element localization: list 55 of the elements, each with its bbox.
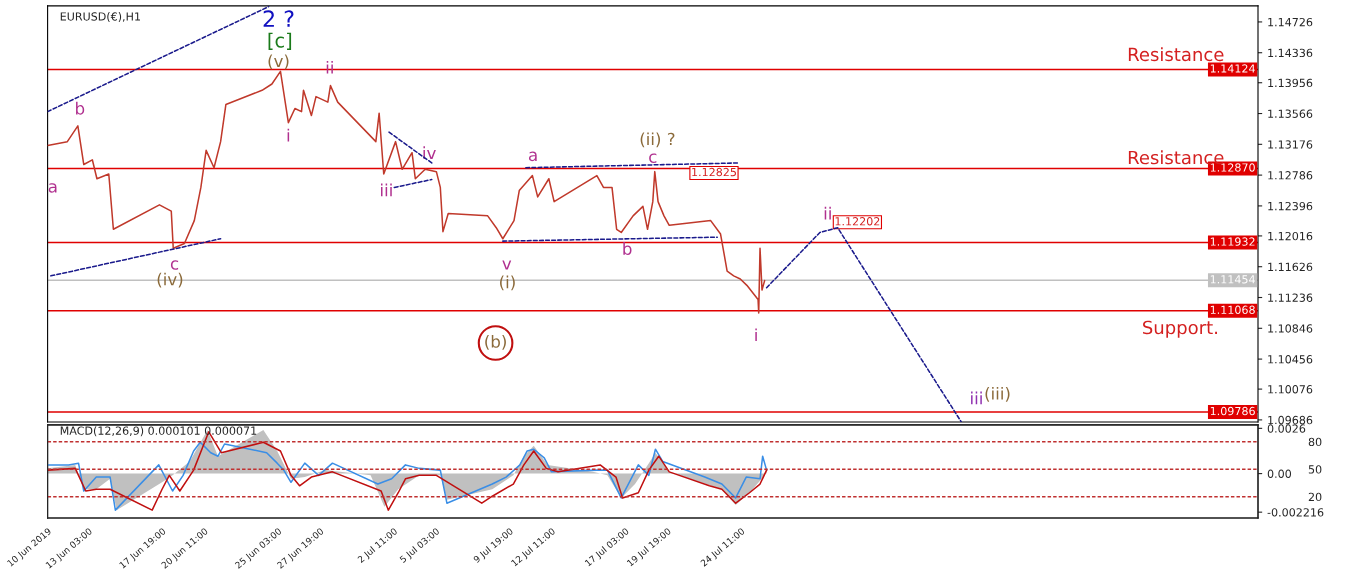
y-tick-label: 1.12786 (1268, 171, 1313, 180)
annotation: ii (824, 206, 831, 220)
annotation: a (528, 151, 537, 162)
annotation: i (287, 128, 290, 142)
ref-line-label: 1.11932 (1210, 237, 1255, 246)
text: EURUSD(€),H1 (60, 12, 140, 22)
annotation: v (502, 260, 512, 270)
y-tick-label: 1.09686 (1268, 415, 1313, 425)
ref-line-label: 1.09786 (1210, 406, 1255, 416)
y-tick-label: 1.11236 (1268, 293, 1313, 302)
ref-line-label: 1.11454 (1210, 275, 1255, 284)
annotation: (b) (485, 334, 506, 350)
annotation: 2 ? (263, 10, 294, 27)
annotation: Resistance (1128, 150, 1224, 165)
annotation: 1.12825 (692, 167, 736, 177)
chart-title: MACD(12,26,9) 0.000101 0.000071 (60, 426, 257, 437)
y-tick-label: 1.11626 (1268, 262, 1313, 272)
annotation: (ii) ? (640, 132, 675, 148)
y-tick-label: 1.10846 (1268, 324, 1313, 333)
annotation: iii (381, 183, 392, 197)
annotation: Resistance (1128, 47, 1224, 62)
annotation: (v) (268, 54, 289, 70)
annotation: c (649, 153, 657, 163)
annotation: b (623, 242, 632, 255)
y-tick-label: -0.002216 (1267, 508, 1324, 517)
y-tick-label: 1.10076 (1268, 385, 1313, 394)
annotation: (iii) (985, 386, 1010, 402)
ref-line-label: 1.11068 (1210, 305, 1255, 314)
annotation: [c] (268, 32, 292, 50)
annotation: Support. (1143, 320, 1217, 338)
annotation: (iv) (157, 272, 183, 288)
line-series (765, 226, 963, 422)
y-tick-label: 0.00 (1267, 469, 1292, 478)
y2-tick-label: 20 (1308, 492, 1322, 502)
y2-tick-label: 80 (1308, 437, 1322, 447)
y-tick-label: 1.12016 (1268, 231, 1313, 241)
y-tick-label: 1.10456 (1268, 355, 1313, 364)
y-tick-label: 0.0026 (1267, 424, 1306, 433)
annotation: (i) (500, 275, 515, 291)
annotation: 1.12202 (835, 217, 880, 226)
annotation: i (755, 328, 757, 342)
annotation: a (48, 183, 57, 193)
ref-line-label: 1.14124 (1210, 64, 1255, 73)
y-tick-label: 1.14726 (1268, 17, 1313, 27)
y-tick-label: 1.14336 (1268, 48, 1313, 58)
y-tick-label: 1.12396 (1268, 201, 1313, 211)
y-tick-label: 1.13956 (1268, 78, 1313, 88)
annotation: b (76, 101, 85, 115)
y2-tick-label: 50 (1308, 465, 1322, 474)
y-tick-label: 1.13176 (1268, 140, 1313, 149)
annotation: iii (971, 391, 982, 405)
y-tick-label: 1.13566 (1268, 109, 1313, 118)
annotation: c (170, 260, 179, 270)
ref-line-label: 1.12870 (1210, 163, 1255, 172)
annotation: iv (423, 146, 436, 160)
